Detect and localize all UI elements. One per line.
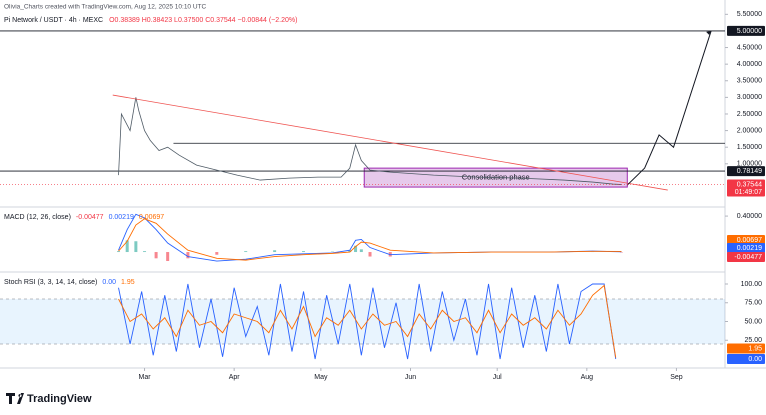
histogram-bar: [359, 249, 363, 253]
histogram-bar: [143, 251, 147, 253]
histogram-bar: [354, 245, 358, 253]
histogram-bar: [215, 252, 219, 255]
pane-title: MACD (12, 26, close): [4, 214, 71, 221]
x-tick-label: Sep: [670, 374, 683, 381]
signal-line: [118, 218, 622, 261]
histogram-bar: [368, 252, 372, 257]
histogram-bar: [348, 250, 352, 253]
histogram-bar: [244, 251, 248, 253]
level-label-box: [727, 25, 765, 36]
legend-value: 0.00697: [139, 214, 164, 221]
credit: Olivia_Charts created with TradingView.c…: [4, 4, 207, 11]
x-tick-label: Mar: [139, 374, 152, 381]
y-tick-label: 3.00000: [737, 94, 762, 101]
level-label: 5.00000: [737, 28, 762, 35]
last-value-box: [727, 243, 765, 254]
y-tick-label: 4.50000: [737, 44, 762, 51]
level-label-box: [727, 166, 765, 177]
y-tick-label: 25.00: [744, 337, 762, 344]
histogram-bar: [125, 240, 129, 253]
last-value: 0.00: [748, 356, 762, 363]
legend-value: 1.95: [121, 279, 135, 286]
last-value-box: [727, 354, 765, 364]
histogram-bar: [117, 251, 121, 253]
histogram-bar: [273, 250, 277, 253]
rsi-band: [0, 299, 725, 344]
y-tick-label: 0.40000: [737, 213, 762, 220]
level-label: 0.78149: [737, 168, 762, 175]
legend-value: 0.00: [102, 279, 116, 286]
y-tick-label: 5.50000: [737, 11, 762, 18]
trendline: [112, 94, 668, 191]
histogram-bar: [134, 241, 138, 253]
projection: [626, 30, 712, 186]
x-tick-label: Jul: [493, 374, 502, 381]
y-tick-label: 4.00000: [737, 61, 762, 68]
last-value: -0.00477: [734, 254, 762, 261]
last-value-box: [727, 343, 765, 354]
last-price-box: [727, 179, 765, 197]
y-tick-label: 3.50000: [737, 78, 762, 85]
x-tick-label: Aug: [581, 374, 594, 381]
legend-value: -0.00477: [76, 214, 104, 221]
price-line: [118, 97, 622, 185]
ohlc-legend: O0.38389 H0.38423 L0.37500 C0.37544 −0.0…: [109, 17, 297, 24]
last-value: 1.95: [748, 345, 762, 352]
histogram-bar: [154, 252, 158, 259]
countdown: 01:49:07: [735, 189, 762, 196]
last-value: 0.00697: [737, 237, 762, 244]
logo: TradingView: [6, 393, 92, 405]
last-value-box: [727, 235, 765, 246]
x-tick-label: Apr: [229, 374, 241, 381]
histogram-bar: [166, 252, 170, 262]
last-value-box: [727, 252, 765, 263]
histogram-bar: [186, 252, 190, 259]
x-tick-label: May: [314, 374, 328, 381]
zone-label: Consolidation phase: [462, 173, 530, 182]
symbol: Pi Network / USDT · 4h · MEXC: [4, 17, 103, 24]
histogram-bar: [302, 251, 306, 253]
y-tick-label: 2.00000: [737, 127, 762, 134]
y-tick-label: 75.00: [744, 300, 762, 307]
arrow-head: [706, 30, 712, 35]
d-line: [118, 284, 617, 358]
last-value: 0.00219: [737, 245, 762, 252]
pane-title: Stoch RSI (3, 3, 14, 14, close): [4, 279, 97, 286]
y-tick-label: 1.00000: [737, 161, 762, 168]
y-tick-label: 1.50000: [737, 144, 762, 151]
y-tick-label: 50.00: [744, 318, 762, 325]
legend-value: 0.00219: [109, 214, 134, 221]
brand: TradingView: [27, 393, 92, 405]
x-tick-label: Jun: [405, 374, 416, 381]
y-tick-label: 2.50000: [737, 111, 762, 118]
last-price: 0.37544: [737, 181, 762, 188]
y-tick-label: 100.00: [741, 281, 763, 288]
